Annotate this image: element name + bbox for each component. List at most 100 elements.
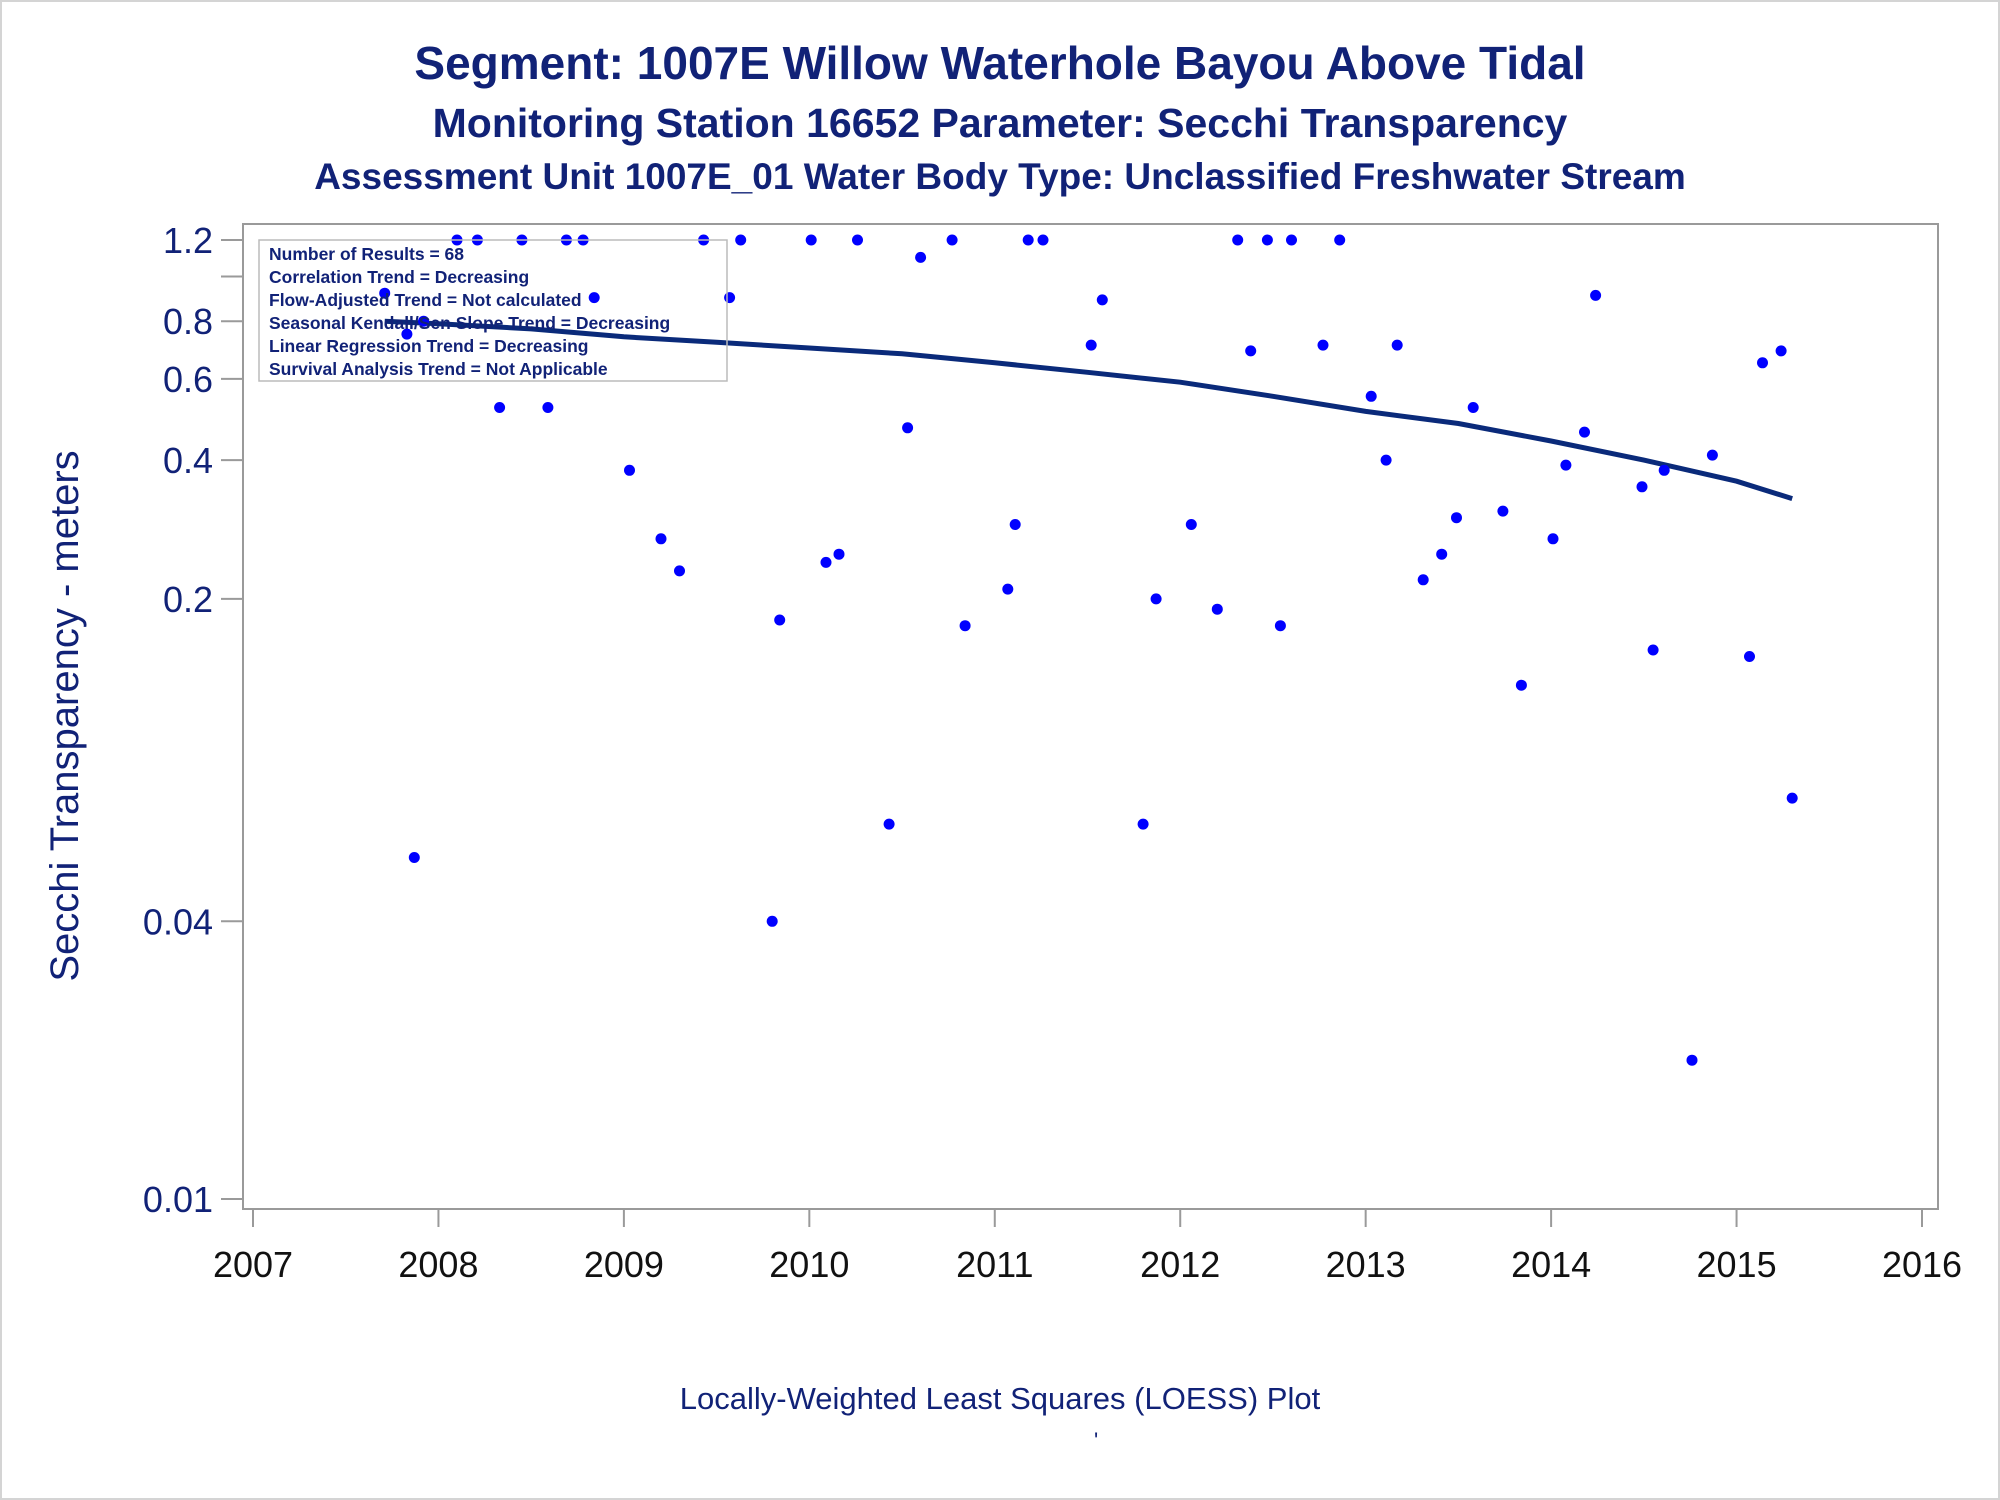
data-point bbox=[1686, 1054, 1698, 1066]
data-point bbox=[735, 234, 747, 246]
data-point bbox=[674, 565, 685, 577]
x-tick-label: 2016 bbox=[1882, 1244, 1962, 1285]
y-tick-label: 0.4 bbox=[163, 440, 213, 481]
data-point bbox=[946, 234, 958, 246]
data-point bbox=[1096, 294, 1108, 306]
data-point bbox=[1391, 339, 1403, 351]
data-point bbox=[624, 464, 635, 476]
data-point bbox=[1334, 234, 1346, 246]
data-point bbox=[1009, 519, 1021, 530]
data-point bbox=[805, 234, 817, 246]
data-point bbox=[883, 818, 895, 830]
data-point bbox=[1037, 234, 1049, 246]
data-point bbox=[833, 548, 845, 560]
data-point bbox=[852, 234, 863, 246]
data-point bbox=[1560, 459, 1572, 471]
data-point bbox=[1286, 234, 1297, 246]
stats-line: Correlation Trend = Decreasing bbox=[269, 267, 529, 287]
data-point bbox=[1590, 289, 1602, 301]
data-point bbox=[1185, 519, 1197, 530]
data-point bbox=[1647, 644, 1659, 656]
chart-subtitle-assessment: Assessment Unit 1007E_01 Water Body Type… bbox=[314, 156, 1686, 197]
data-point bbox=[1786, 792, 1798, 804]
data-point bbox=[542, 402, 554, 413]
data-point bbox=[494, 402, 506, 413]
stats-line: Flow-Adjusted Trend = Not calculated bbox=[269, 290, 582, 310]
data-point bbox=[915, 251, 927, 263]
data-point bbox=[1245, 345, 1257, 357]
stats-line: Seasonal Kendall/Sen Slope Trend = Decre… bbox=[269, 313, 670, 333]
data-point bbox=[1274, 620, 1286, 632]
y-axis: 0.01 0.04 0.2 0.4 0.6 0.8 1.2 bbox=[143, 220, 243, 1220]
data-point bbox=[401, 328, 413, 340]
y-axis-label: Secchi Transparency - meters bbox=[43, 450, 87, 981]
data-point bbox=[655, 533, 667, 545]
x-axis: 2007 2008 2009 2010 2011 2012 2013 2014 2015 2016 bbox=[213, 1209, 1962, 1285]
data-point bbox=[724, 292, 736, 304]
chart-subtitle-station: Monitoring Station 16652 Parameter: Secc… bbox=[432, 100, 1568, 146]
data-point bbox=[1261, 234, 1273, 246]
data-point bbox=[1317, 339, 1329, 351]
x-tick-label: 2015 bbox=[1697, 1244, 1777, 1285]
x-tick-label: 2011 bbox=[956, 1244, 1033, 1285]
trend-line bbox=[384, 318, 1793, 501]
data-point bbox=[1451, 512, 1462, 524]
x-tick-label: 2014 bbox=[1511, 1244, 1591, 1285]
data-point bbox=[774, 614, 786, 626]
plot-area bbox=[242, 223, 1939, 1210]
footnote: Locally-Weighted Least Squares (LOESS) P… bbox=[679, 1381, 1321, 1416]
data-point bbox=[1497, 505, 1509, 517]
data-point bbox=[1365, 390, 1377, 402]
y-tick-label: 0.6 bbox=[163, 359, 213, 400]
data-point bbox=[1706, 449, 1718, 461]
data-point bbox=[1232, 234, 1244, 246]
data-point bbox=[1515, 679, 1527, 691]
stats-line: Survival Analysis Trend = Not Applicable bbox=[269, 359, 608, 379]
data-point bbox=[1658, 464, 1670, 476]
x-tick-label: 2007 bbox=[213, 1244, 293, 1285]
data-points bbox=[379, 234, 1798, 1066]
stats-box-border bbox=[258, 239, 728, 382]
data-point bbox=[1775, 345, 1787, 357]
data-point bbox=[1757, 357, 1768, 369]
data-point bbox=[1022, 234, 1034, 246]
data-point bbox=[1436, 548, 1448, 560]
data-point bbox=[1211, 603, 1223, 615]
stats-line: Number of Results = 68 bbox=[269, 244, 464, 264]
data-point bbox=[1547, 533, 1559, 545]
x-tick-label: 2010 bbox=[769, 1244, 849, 1285]
data-point bbox=[1417, 574, 1429, 586]
stats-line: Linear Regression Trend = Decreasing bbox=[269, 336, 589, 356]
data-point bbox=[902, 422, 914, 434]
loess-trend-line bbox=[384, 318, 1793, 501]
data-point bbox=[1380, 454, 1392, 466]
x-tick-label: 2008 bbox=[398, 1244, 478, 1285]
x-tick-label: 2013 bbox=[1326, 1244, 1406, 1285]
x-tick-label: 2012 bbox=[1140, 1244, 1220, 1285]
y-tick-label: 0.8 bbox=[163, 301, 213, 342]
data-point bbox=[1636, 481, 1648, 493]
y-tick-label: 0.04 bbox=[143, 901, 213, 942]
y-tick-label: 0.01 bbox=[143, 1179, 213, 1220]
data-point bbox=[1467, 402, 1479, 413]
data-point bbox=[959, 620, 971, 632]
data-point bbox=[1150, 593, 1162, 605]
data-point bbox=[766, 915, 778, 927]
data-point bbox=[588, 292, 600, 304]
data-point bbox=[379, 287, 391, 299]
footnote-mark: ' bbox=[1094, 1428, 1099, 1453]
data-point bbox=[1744, 651, 1755, 662]
data-point bbox=[1579, 426, 1590, 438]
data-point bbox=[1085, 339, 1097, 351]
data-point bbox=[1002, 583, 1014, 595]
y-tick-label: 1.2 bbox=[163, 220, 213, 261]
data-point bbox=[418, 315, 430, 327]
data-point bbox=[408, 852, 420, 863]
stats-legend-box: Number of Results = 68 Correlation Trend … bbox=[258, 239, 728, 382]
y-tick-label: 0.2 bbox=[163, 579, 213, 620]
x-tick-label: 2009 bbox=[584, 1244, 664, 1285]
data-point bbox=[820, 556, 832, 568]
data-point bbox=[1137, 818, 1149, 830]
